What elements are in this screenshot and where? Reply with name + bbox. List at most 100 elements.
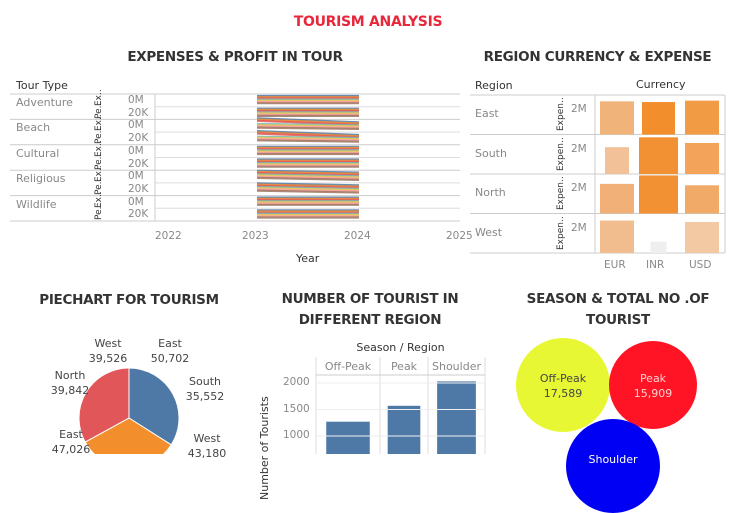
pie-label-name: West [193,432,221,445]
series-line [256,189,360,194]
tourist-bar[interactable] [387,405,421,454]
expense-axis-label: Expen.. [556,215,566,250]
pie-slice[interactable] [78,367,130,443]
dashboard-title: TOURISM ANALYSIS [293,14,443,30]
bubble-chart-title-line1: SEASON & TOTAL NO .OF [526,291,710,307]
series-line [256,173,360,178]
expense-axis-label: Expen.. [556,136,566,171]
series-line [256,117,360,124]
tourist-bar[interactable] [437,381,476,454]
series-line [256,172,360,177]
expense-bar[interactable] [600,183,634,214]
tourist-bar[interactable] [326,421,370,454]
season-column-header: Peak [390,360,418,373]
bubble-value-label: 15,909 [633,387,673,400]
expenses-chart-title: EXPENSES & PROFIT IN TOUR [127,49,343,65]
pie-label-name: West [94,337,122,350]
x-tick-label: 2023 [242,230,269,242]
y-tick-label: 0M [128,195,144,208]
tour-type-header: Tour Type [16,79,68,92]
series-line [256,183,360,188]
pie-slice[interactable] [84,417,172,454]
x-axis-label: Year [296,252,320,265]
series-line [256,182,360,187]
tour-type-label: Cultural [16,146,60,160]
y-tick-label: 0M [128,94,144,106]
tour-type-label: Religious [16,172,66,186]
series-line [256,124,360,128]
expense-bar[interactable] [685,185,719,214]
pie-label-name: South [189,375,221,388]
currency-label: EUR [604,259,626,271]
region-label: West [475,225,503,239]
region-chart-title: REGION CURRENCY & EXPENSE [483,49,712,65]
y-tick-label: 20K [128,132,149,145]
x-tick-label: 2025 [446,230,473,242]
region-label: East [475,107,499,120]
season-region-header: Season / Region [356,341,445,354]
series-line [256,139,360,143]
pie-label-value: 39,842 [50,384,90,397]
season-bubble[interactable] [516,338,610,432]
pie-label-value: 47,026 [51,443,91,456]
bar-chart-title-line2: DIFFERENT REGION [298,312,442,328]
tour-type-label: Beach [16,121,51,135]
pie-chart [78,367,180,454]
y-tick-label: 20K [128,157,149,170]
currency-header: Currency [636,78,686,91]
bubble-season-label: Off-Peak [539,372,587,385]
y-tick-label: 1500 [283,402,310,415]
series-line [256,187,360,192]
x-tick-label: 2024 [344,230,371,242]
season-column-header: Off-Peak [324,360,372,373]
expense-bar[interactable] [639,137,678,174]
currency-label: USD [689,259,712,271]
pie-label-name: East [158,337,182,350]
series-line [256,175,360,180]
series-line [256,126,360,130]
series-line [256,122,360,127]
season-column-header: Shoulder [432,360,481,373]
region-header: Region [475,79,513,92]
y-tick-label: 2000 [283,376,310,388]
pie-label-value: 50,702 [150,352,190,365]
series-line [256,174,360,179]
tourist-bar-chart [315,357,486,454]
bubble-season-label: Shoulder [588,453,638,466]
expense-bar[interactable] [600,101,634,135]
expense-bar[interactable] [600,220,634,253]
currency-label: INR [646,259,665,271]
series-line [256,130,360,137]
expense-bar[interactable] [605,147,629,174]
region-label: North [475,186,506,199]
y-tick-label: 2M [571,182,587,194]
tour-type-label: Wildlife [16,197,57,211]
measure-axis-label: Pe.. [94,203,104,221]
expense-bar[interactable] [650,241,667,253]
season-bubble[interactable] [566,419,660,513]
pie-label-name: North [54,369,86,382]
series-line [256,125,360,129]
series-line [256,185,360,191]
region-label: South [475,146,507,160]
y-tick-label: 20K [128,182,149,195]
expense-axis-label: Expen.. [556,176,566,210]
y-tick-label: 2M [571,221,587,234]
expense-bar[interactable] [642,102,675,135]
pie-label-name: East [59,428,83,441]
series-line [256,138,360,142]
y-tick-label: 2M [571,103,587,115]
expense-bar[interactable] [685,100,719,135]
y-tick-label: 0M [128,119,144,132]
pie-chart-title: PIECHART FOR TOURISM [39,292,219,308]
expense-bar[interactable] [685,142,719,174]
y-tick-label: 2M [571,142,587,155]
tour-type-label: Adventure [16,96,73,109]
bubble-value-label: 17,589 [543,387,583,400]
y-tick-label: 1000 [283,429,310,441]
expense-bar[interactable] [685,221,719,253]
pie-label-value: 39,526 [88,352,128,365]
expense-bar[interactable] [639,175,678,214]
season-bubble[interactable] [609,341,697,429]
series-line [256,170,360,175]
